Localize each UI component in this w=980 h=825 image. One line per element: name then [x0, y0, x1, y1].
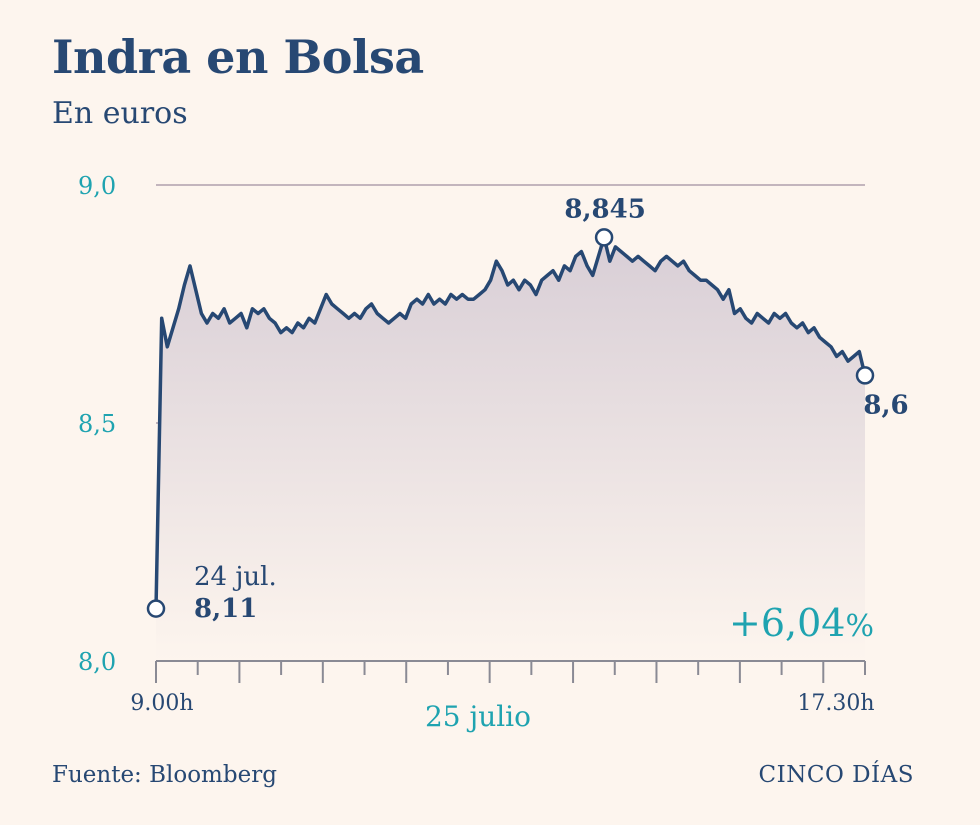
y-tick-label: 8,0	[78, 648, 116, 676]
max-marker	[594, 228, 614, 247]
end-value-label: 8,6	[863, 390, 908, 420]
start-date-label: 24 jul.	[194, 562, 277, 592]
start-value-label: 8,11	[194, 594, 257, 624]
brand-credit: CINCO DÍAS	[758, 762, 914, 788]
chart-subtitle: En euros	[52, 96, 188, 131]
max-value-label: 8,845	[564, 194, 645, 224]
price-area	[156, 237, 865, 661]
x-tick-label-end: 17.30h	[797, 691, 874, 716]
y-tick-label: 9,0	[78, 172, 116, 200]
marker-layer	[146, 228, 875, 618]
end-marker	[855, 366, 875, 385]
chart-title: Indra en Bolsa	[52, 30, 424, 84]
x-axis-label: 25 julio	[425, 700, 531, 733]
price-line	[154, 235, 867, 611]
label-layer: 9,0 8,5 8,0 9.00h 17.30h 25 julio 24 jul…	[78, 172, 909, 733]
x-axis	[155, 660, 866, 683]
change-value: +6,04	[729, 601, 845, 645]
y-tick-label: 8,5	[78, 410, 116, 438]
start-marker	[146, 599, 166, 618]
x-tick-label-start: 9.00h	[130, 691, 193, 716]
change-label: +6,04%	[729, 601, 874, 645]
source-credit: Fuente: Bloomberg	[52, 762, 277, 788]
change-unit: %	[845, 609, 874, 644]
